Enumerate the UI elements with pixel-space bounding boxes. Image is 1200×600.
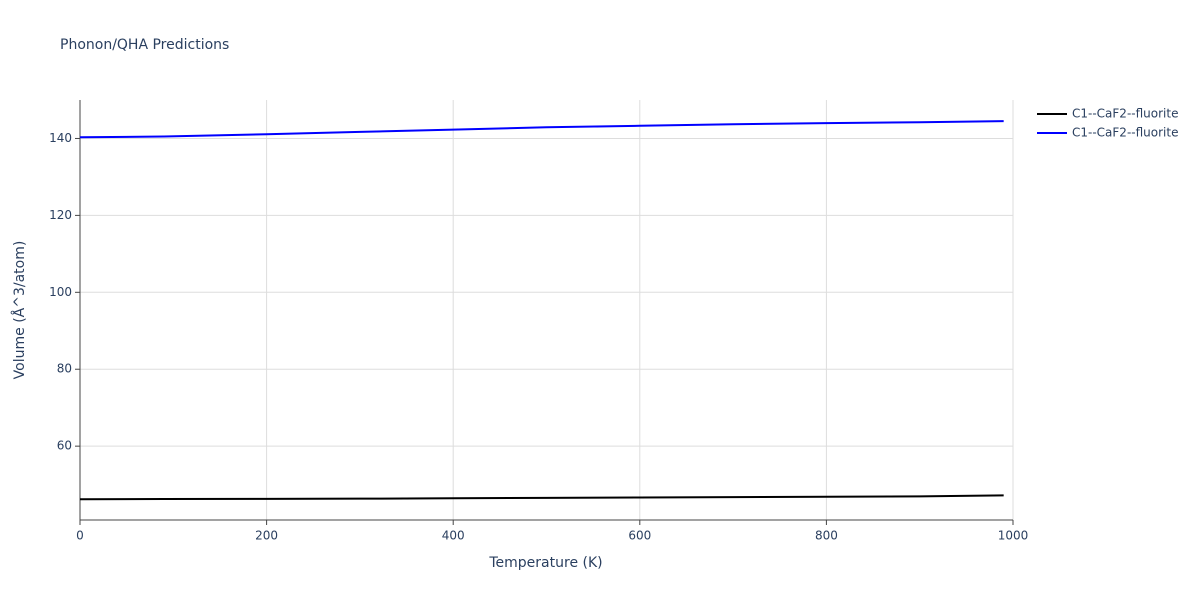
data-line bbox=[79, 494, 1004, 501]
x-tick-label: 600 bbox=[628, 529, 651, 543]
x-axis-title: Temperature (K) bbox=[488, 555, 602, 571]
data-line bbox=[79, 120, 1004, 139]
x-tick-label: 200 bbox=[255, 529, 278, 543]
x-tick-label: 400 bbox=[442, 529, 465, 543]
x-tick-label: 0 bbox=[76, 529, 84, 543]
legend-label: C1--CaF2--fluorite bbox=[1072, 107, 1178, 121]
chart-title: Phonon/QHA Predictions bbox=[60, 37, 229, 53]
y-tick-label: 80 bbox=[57, 362, 72, 376]
y-tick-label: 140 bbox=[49, 131, 72, 145]
legend-label: C1--CaF2--fluorite bbox=[1072, 126, 1178, 140]
x-tick-label: 1000 bbox=[998, 529, 1029, 543]
y-axis-title: Volume (Å^3/atom) bbox=[11, 241, 28, 380]
y-tick-label: 60 bbox=[57, 439, 72, 453]
y-tick-label: 120 bbox=[49, 208, 72, 222]
y-tick-label: 100 bbox=[49, 285, 72, 299]
x-tick-label: 800 bbox=[815, 529, 838, 543]
